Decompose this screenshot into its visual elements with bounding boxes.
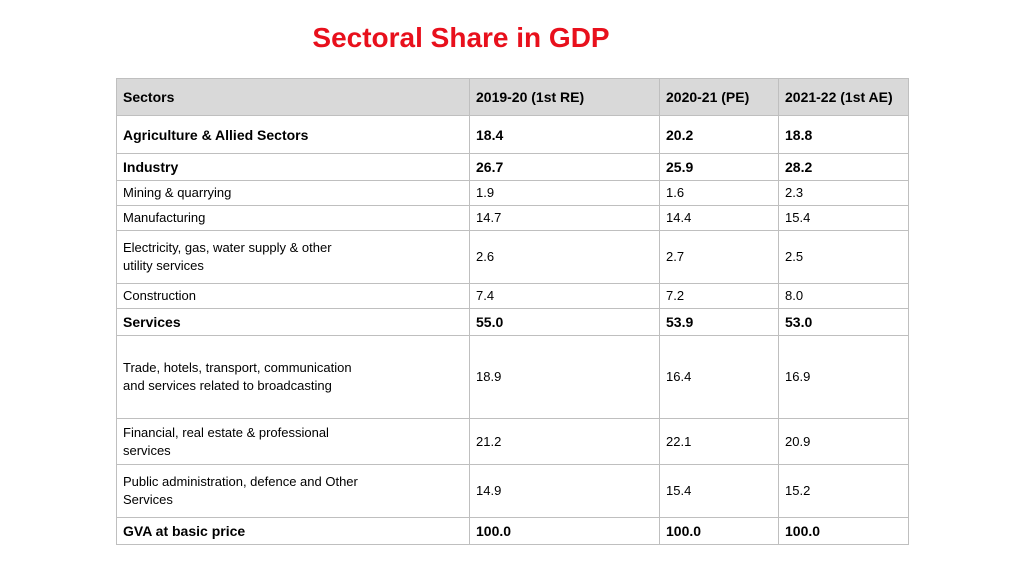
table-row: Public administration, defence and Other… bbox=[116, 464, 909, 518]
table-row: Manufacturing 14.7 14.4 15.4 bbox=[116, 205, 909, 231]
table-row: Mining & quarrying 1.9 1.6 2.3 bbox=[116, 180, 909, 206]
value-cell: 21.2 bbox=[469, 418, 660, 465]
sector-label: Trade, hotels, transport, communication … bbox=[123, 360, 352, 393]
value-cell: 1.6 bbox=[659, 180, 779, 206]
table-row: Financial, real estate & professional se… bbox=[116, 418, 909, 465]
value-cell: 7.4 bbox=[469, 283, 660, 309]
sector-cell: Agriculture & Allied Sectors bbox=[116, 115, 470, 154]
value-cell: 20.9 bbox=[778, 418, 909, 465]
sectoral-share-table: Sectors 2019-20 (1st RE) 2020-21 (PE) 20… bbox=[116, 78, 909, 545]
value-cell: 16.4 bbox=[659, 335, 779, 419]
value-cell: 22.1 bbox=[659, 418, 779, 465]
value-cell: 14.4 bbox=[659, 205, 779, 231]
value-cell: 7.2 bbox=[659, 283, 779, 309]
value-cell: 25.9 bbox=[659, 153, 779, 181]
value-cell: 28.2 bbox=[778, 153, 909, 181]
sector-label: Financial, real estate & professional se… bbox=[123, 424, 329, 458]
sector-label: Electricity, gas, water supply & other u… bbox=[123, 240, 332, 273]
value-cell: 55.0 bbox=[469, 308, 660, 336]
table-row: Services 55.0 53.9 53.0 bbox=[116, 308, 909, 336]
value-cell: 100.0 bbox=[469, 517, 660, 545]
sector-cell: Industry bbox=[116, 153, 470, 181]
table-header-row: Sectors 2019-20 (1st RE) 2020-21 (PE) 20… bbox=[116, 78, 909, 116]
value-cell: 1.9 bbox=[469, 180, 660, 206]
table-row: Trade, hotels, transport, communication … bbox=[116, 335, 909, 419]
column-header: Sectors bbox=[116, 78, 470, 116]
sector-cell: Services bbox=[116, 308, 470, 336]
sector-cell: GVA at basic price bbox=[116, 517, 470, 545]
value-cell: 20.2 bbox=[659, 115, 779, 154]
value-cell: 53.0 bbox=[778, 308, 909, 336]
value-cell: 100.0 bbox=[778, 517, 909, 545]
table-row: Industry 26.7 25.9 28.2 bbox=[116, 153, 909, 181]
value-cell: 26.7 bbox=[469, 153, 660, 181]
value-cell: 15.2 bbox=[778, 464, 909, 518]
table-row: Electricity, gas, water supply & other u… bbox=[116, 230, 909, 284]
value-cell: 15.4 bbox=[659, 464, 779, 518]
sector-cell: Mining & quarrying bbox=[116, 180, 470, 206]
value-cell: 2.6 bbox=[469, 230, 660, 284]
value-cell: 18.9 bbox=[469, 335, 660, 419]
value-cell: 8.0 bbox=[778, 283, 909, 309]
table-row: Agriculture & Allied Sectors 18.4 20.2 1… bbox=[116, 115, 909, 154]
value-cell: 18.8 bbox=[778, 115, 909, 154]
value-cell: 15.4 bbox=[778, 205, 909, 231]
value-cell: 53.9 bbox=[659, 308, 779, 336]
value-cell: 2.3 bbox=[778, 180, 909, 206]
value-cell: 14.9 bbox=[469, 464, 660, 518]
value-cell: 2.7 bbox=[659, 230, 779, 284]
value-cell: 100.0 bbox=[659, 517, 779, 545]
table-row: GVA at basic price 100.0 100.0 100.0 bbox=[116, 517, 909, 545]
sector-cell: Trade, hotels, transport, communication … bbox=[116, 335, 470, 419]
value-cell: 18.4 bbox=[469, 115, 660, 154]
value-cell: 14.7 bbox=[469, 205, 660, 231]
sector-label: Public administration, defence and Other… bbox=[123, 474, 358, 507]
sector-cell: Construction bbox=[116, 283, 470, 309]
column-header: 2020-21 (PE) bbox=[659, 78, 779, 116]
sector-cell: Public administration, defence and Other… bbox=[116, 464, 470, 518]
table-row: Construction 7.4 7.2 8.0 bbox=[116, 283, 909, 309]
column-header: 2019-20 (1st RE) bbox=[469, 78, 660, 116]
value-cell: 2.5 bbox=[778, 230, 909, 284]
page-title: Sectoral Share in GDP bbox=[312, 22, 610, 53]
sector-cell: Financial, real estate & professional se… bbox=[116, 418, 470, 465]
sector-cell: Electricity, gas, water supply & other u… bbox=[116, 230, 470, 284]
value-cell: 16.9 bbox=[778, 335, 909, 419]
column-header: 2021-22 (1st AE) bbox=[778, 78, 909, 116]
sector-cell: Manufacturing bbox=[116, 205, 470, 231]
